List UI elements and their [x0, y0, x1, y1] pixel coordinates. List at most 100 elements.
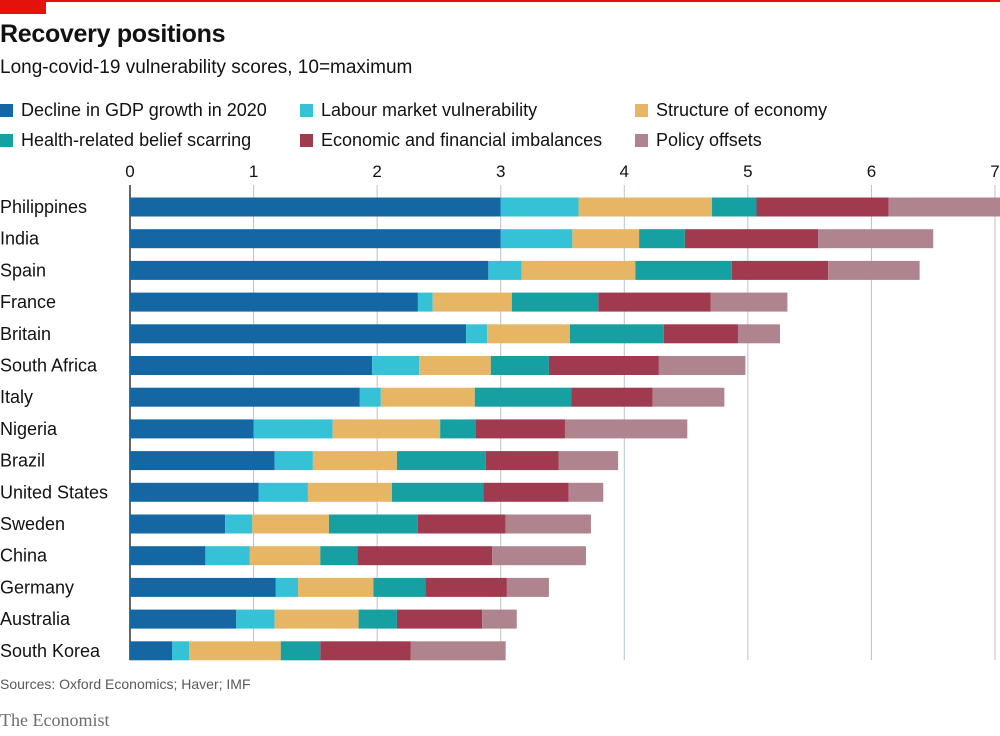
bar-united-states-series-3 [391, 482, 484, 502]
bar-britain-series-1 [466, 324, 488, 344]
legend-swatch-policy [635, 134, 648, 147]
x-tick-label-3: 3 [496, 162, 505, 181]
bar-sweden-series-5 [505, 514, 591, 534]
bar-australia-series-0 [130, 609, 237, 629]
x-tick-label-4: 4 [620, 162, 629, 181]
bar-south-korea-series-4 [320, 641, 411, 661]
bar-britain-series-5 [737, 324, 780, 344]
chart-subtitle: Long-covid-19 vulnerability scores, 10=m… [0, 57, 413, 78]
stacked-bar-chart: 0 1 2 3 4 5 6 7 Philippines India Spain France Brita… [0, 162, 1000, 661]
bar-australia-series-3 [358, 609, 397, 629]
legend-swatch-structure [635, 104, 648, 117]
bar-south-africa-series-1 [372, 356, 420, 375]
category-label-spain: Spain [0, 260, 46, 280]
bar-south-africa-series-5 [658, 356, 746, 375]
bar-china-series-4 [357, 546, 493, 566]
bar-spain-series-1 [488, 260, 522, 280]
bar-brazil-series-2 [312, 451, 397, 471]
bar-germany-series-3 [373, 577, 426, 597]
bar-india-series-5 [818, 229, 934, 249]
legend-swatch-gdp [0, 104, 13, 117]
bar-united-states-series-4 [483, 482, 569, 502]
bar-brazil-series-4 [485, 451, 559, 471]
bar-brazil-series-0 [130, 451, 275, 471]
bar-philippines-series-2 [578, 197, 713, 217]
bar-italy-series-5 [652, 387, 725, 407]
legend-label-policy: Policy offsets [656, 130, 762, 150]
bar-australia-series-1 [236, 609, 275, 629]
legend-label-gdp: Decline in GDP growth in 2020 [21, 100, 267, 120]
category-label-brazil: Brazil [0, 451, 45, 471]
bar-france-series-2 [432, 292, 512, 312]
x-tick-label-2: 2 [372, 162, 381, 181]
category-label-italy: Italy [0, 387, 33, 407]
bar-britain-series-3 [569, 324, 664, 344]
x-tick-label-1: 1 [249, 162, 258, 181]
bar-australia-series-4 [396, 609, 483, 629]
bar-south-korea-series-5 [410, 641, 506, 661]
bar-germany-series-4 [425, 577, 507, 597]
x-tick-label-6: 6 [867, 162, 876, 181]
bar-sweden-series-4 [417, 514, 506, 534]
category-label-united-states: United States [0, 482, 108, 502]
bar-australia-series-5 [482, 609, 517, 629]
legend-item-imbalances: Economic and financial imbalances [300, 130, 602, 151]
bar-sweden-series-0 [130, 514, 226, 534]
bar-spain-series-0 [130, 260, 489, 280]
bar-philippines-series-3 [712, 197, 757, 217]
bar-united-states-series-5 [568, 482, 604, 502]
bar-spain-series-4 [731, 260, 829, 280]
bar-india-series-2 [572, 229, 640, 249]
bar-italy-series-4 [571, 387, 653, 407]
bar-france-series-5 [710, 292, 788, 312]
bar-italy-series-1 [359, 387, 381, 407]
bar-china-series-5 [492, 546, 586, 566]
bar-nigeria-series-3 [440, 419, 476, 439]
bar-france-series-3 [511, 292, 599, 312]
bar-philippines-series-0 [130, 197, 501, 217]
bar-south-korea-series-0 [130, 641, 173, 661]
bar-south-korea-series-1 [172, 641, 190, 661]
bar-germany-series-2 [298, 577, 374, 597]
bar-philippines-series-1 [500, 197, 579, 217]
bar-nigeria-series-4 [476, 419, 565, 439]
legend-label-labour: Labour market vulnerability [321, 100, 538, 120]
bar-spain-series-5 [828, 260, 920, 280]
category-label-britain: Britain [0, 324, 51, 344]
bar-south-africa-series-0 [130, 356, 373, 375]
brand-tag [0, 0, 46, 14]
legend-swatch-labour [300, 104, 313, 117]
bar-philippines-series-5 [888, 197, 1000, 217]
bar-sweden-series-1 [225, 514, 253, 534]
bar-australia-series-2 [274, 609, 359, 629]
bar-philippines-series-4 [756, 197, 889, 217]
bar-china-series-2 [249, 546, 321, 566]
bar-italy-series-0 [130, 387, 360, 407]
category-label-sweden: Sweden [0, 514, 65, 534]
x-tick-label-0: 0 [125, 162, 134, 181]
legend-swatch-imbalances [300, 134, 313, 147]
bar-sweden-series-3 [328, 514, 418, 534]
legend-label-structure: Structure of economy [656, 100, 828, 120]
legend-item-structure: Structure of economy [635, 100, 827, 121]
bar-italy-series-3 [474, 387, 572, 407]
category-label-south-korea: South Korea [0, 641, 101, 661]
bar-india-series-0 [130, 229, 501, 249]
category-label-south-africa: South Africa [0, 356, 98, 376]
bar-india-series-3 [639, 229, 685, 249]
bar-brazil-series-3 [396, 451, 486, 471]
bar-germany-series-5 [506, 577, 549, 597]
bar-nigeria-series-1 [253, 419, 333, 439]
bar-south-africa-series-3 [490, 356, 549, 375]
chart-title: Recovery positions [0, 20, 226, 48]
legend-item-health: Health-related belief scarring [0, 130, 251, 151]
bar-india-series-4 [684, 229, 819, 249]
source-note: Sources: Oxford Economics; Haver; IMF [0, 676, 251, 692]
category-label-australia: Australia [0, 609, 71, 629]
bar-united-states-series-2 [307, 482, 392, 502]
bar-spain-series-2 [521, 260, 636, 280]
bar-brazil-series-5 [558, 451, 619, 471]
legend-label-health: Health-related belief scarring [21, 130, 252, 150]
brand-logo: The Economist [0, 710, 110, 730]
legend-item-gdp: Decline in GDP growth in 2020 [0, 100, 267, 121]
